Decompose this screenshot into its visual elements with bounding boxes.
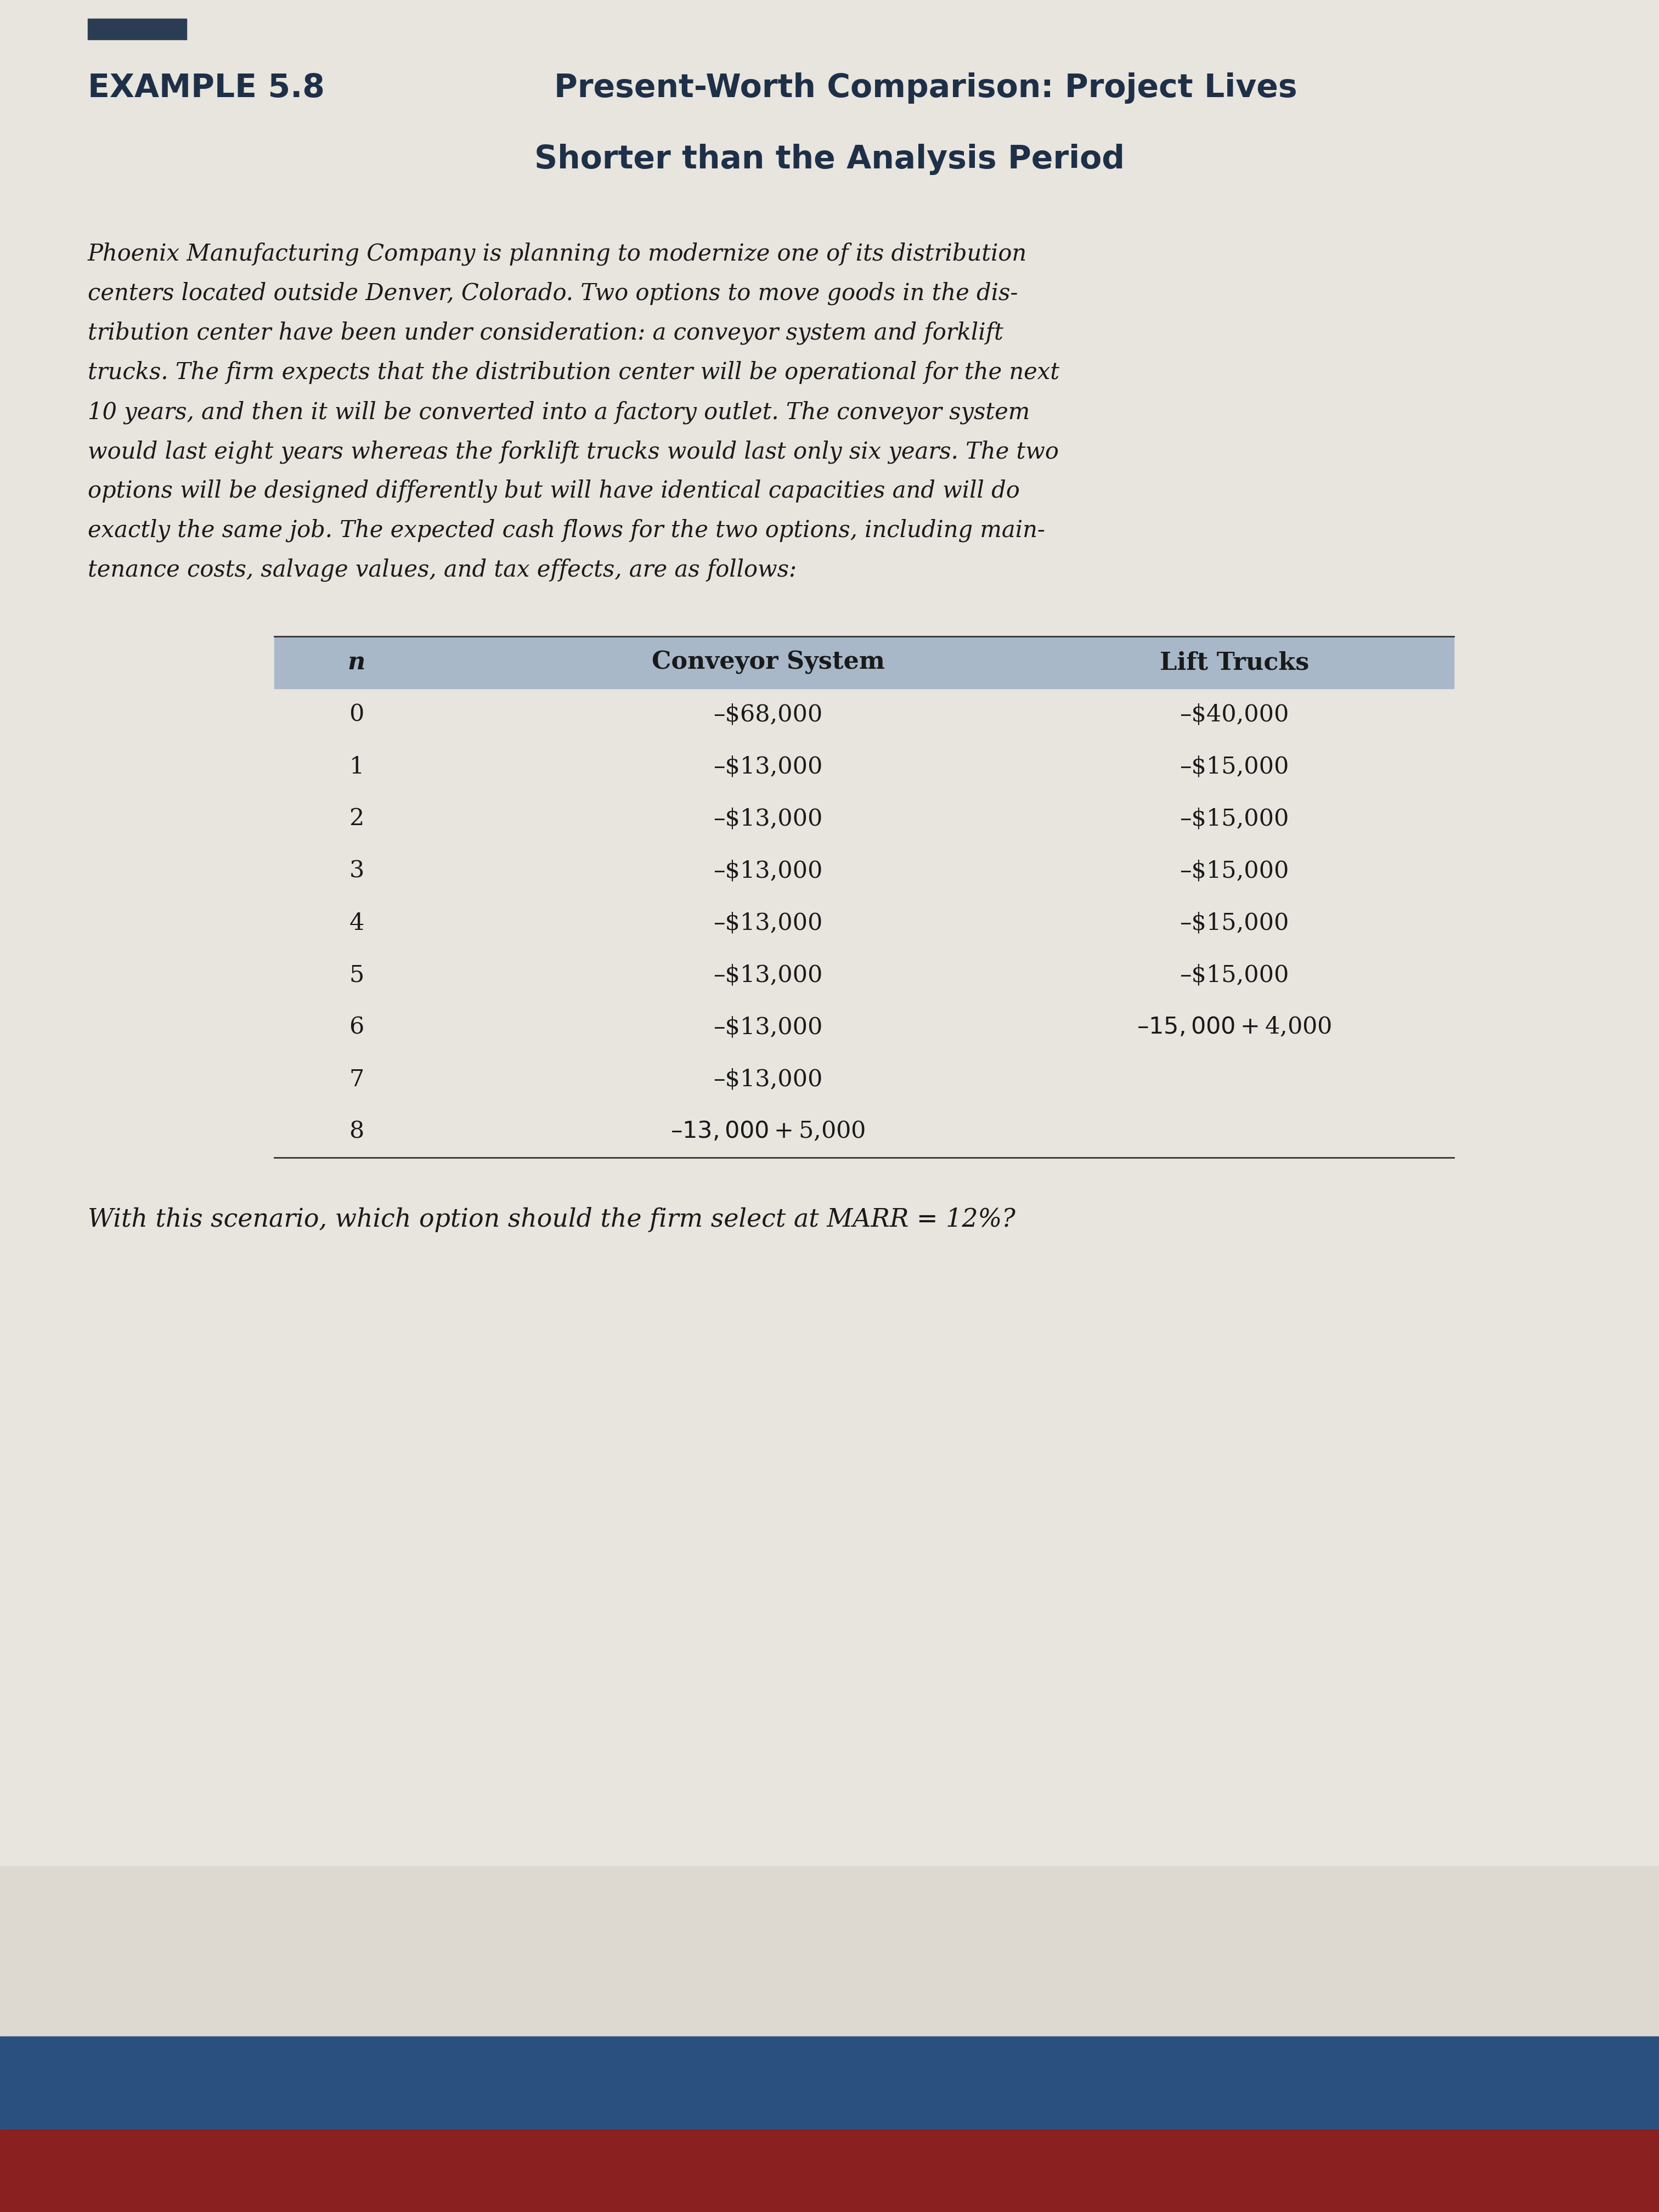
Text: 0: 0 [348, 703, 363, 726]
Bar [0, 0, 1659, 1865]
Text: 2: 2 [348, 807, 363, 830]
Text: –$13,000: –$13,000 [713, 1068, 823, 1091]
Bar [88, 18, 186, 40]
Text: –$13,000 + $5,000: –$13,000 + $5,000 [670, 1119, 866, 1144]
Bar [0, 2130, 1659, 2212]
Text: –$13,000: –$13,000 [713, 964, 823, 987]
Text: centers located outside Denver, Colorado. Two options to move goods in the dis-: centers located outside Denver, Colorado… [88, 281, 1019, 305]
Text: trucks. The firm expects that the distribution center will be operational for th: trucks. The firm expects that the distri… [88, 361, 1060, 385]
Text: Present-Worth Comparison: Project Lives: Present-Worth Comparison: Project Lives [554, 73, 1297, 104]
Text: 8: 8 [348, 1119, 363, 1144]
Bar [274, 637, 1453, 688]
Text: 7: 7 [348, 1068, 363, 1091]
Text: –$15,000: –$15,000 [1180, 807, 1289, 830]
Text: –$13,000: –$13,000 [713, 1015, 823, 1040]
Text: Conveyor System: Conveyor System [652, 650, 884, 675]
Text: –$15,000: –$15,000 [1180, 964, 1289, 987]
Text: 6: 6 [348, 1015, 363, 1040]
Text: –$13,000: –$13,000 [713, 911, 823, 933]
Text: 1: 1 [348, 754, 363, 779]
Text: –$15,000: –$15,000 [1180, 860, 1289, 883]
Text: options will be designed differently but will have identical capacities and will: options will be designed differently but… [88, 480, 1020, 502]
Text: –$40,000: –$40,000 [1180, 703, 1289, 726]
Text: EXAMPLE 5.8: EXAMPLE 5.8 [88, 73, 325, 104]
Text: 4: 4 [348, 911, 363, 933]
Text: –$15,000: –$15,000 [1180, 754, 1289, 779]
Text: n: n [348, 650, 365, 675]
Text: 10 years, and then it will be converted into a factory outlet. The conveyor syst: 10 years, and then it will be converted … [88, 400, 1030, 425]
Text: –$15,000: –$15,000 [1180, 911, 1289, 933]
Text: 5: 5 [348, 964, 363, 987]
Text: would last eight years whereas the forklift trucks would last only six years. Th: would last eight years whereas the forkl… [88, 440, 1058, 462]
Text: –$15,000 + $4,000: –$15,000 + $4,000 [1136, 1015, 1332, 1040]
Text: 3: 3 [348, 860, 363, 883]
Text: exactly the same job. The expected cash flows for the two options, including mai: exactly the same job. The expected cash … [88, 520, 1045, 542]
Text: tribution center have been under consideration: a conveyor system and forklift: tribution center have been under conside… [88, 321, 1004, 345]
Text: –$13,000: –$13,000 [713, 807, 823, 830]
Text: Shorter than the Analysis Period: Shorter than the Analysis Period [534, 144, 1125, 175]
Text: tenance costs, salvage values, and tax effects, are as follows:: tenance costs, salvage values, and tax e… [88, 557, 796, 582]
Text: With this scenario, which option should the firm select at MARR = 12%?: With this scenario, which option should … [88, 1208, 1015, 1232]
Text: Phoenix Manufacturing Company is planning to modernize one of its distribution: Phoenix Manufacturing Company is plannin… [88, 243, 1027, 265]
Text: –$68,000: –$68,000 [713, 703, 823, 726]
Text: –$13,000: –$13,000 [713, 754, 823, 779]
Text: –$13,000: –$13,000 [713, 860, 823, 883]
Text: Lift Trucks: Lift Trucks [1160, 650, 1309, 675]
Bar [0, 2037, 1659, 2212]
